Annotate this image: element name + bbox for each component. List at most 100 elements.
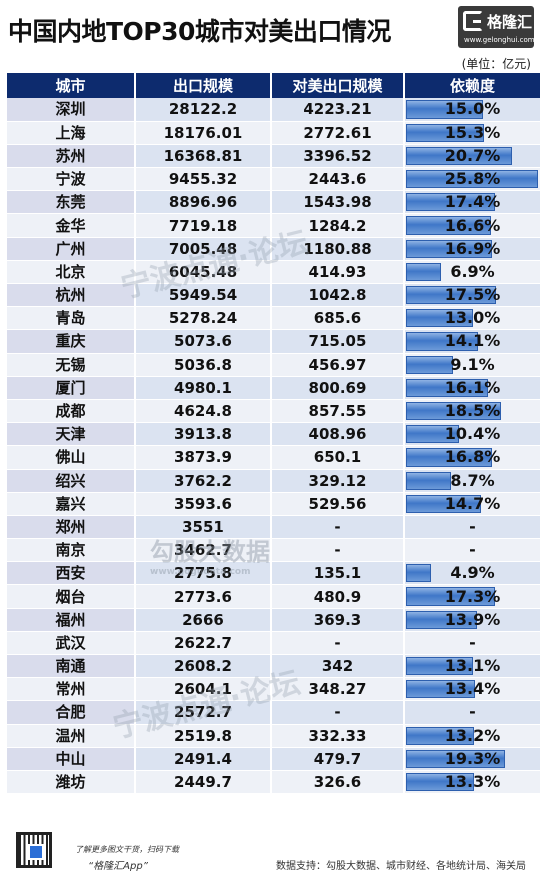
- export-cell: 2449.7: [135, 770, 272, 795]
- us-export-cell: -: [271, 515, 405, 540]
- dependency-value: 18.5%: [444, 401, 501, 421]
- us-export-cell: 1284.2: [271, 213, 405, 238]
- dependency-cell: 15.0%: [404, 98, 541, 122]
- export-cell: 2572.7: [135, 700, 272, 725]
- dependency-bar: [406, 193, 496, 212]
- dependency-value: -: [469, 516, 476, 536]
- table-row: 宁波 9455.32 2443.6 25.8%: [7, 167, 541, 192]
- footer-data-source: 数据支持：勾股大数据、城市财经、各地统计局、海关局: [276, 861, 526, 871]
- dependency-bar: [406, 262, 442, 281]
- table-row: 苏州 16368.81 3396.52 20.7%: [7, 144, 541, 169]
- dependency-cell: 13.4%: [404, 677, 541, 702]
- us-export-cell: 414.93: [271, 260, 405, 285]
- dependency-cell: -: [404, 700, 541, 725]
- us-export-cell: 715.05: [271, 329, 405, 354]
- export-cell: 2622.7: [135, 631, 272, 656]
- us-export-cell: 3396.52: [271, 144, 405, 169]
- export-cell: 16368.81: [135, 144, 272, 169]
- dependency-value: 25.8%: [444, 169, 501, 189]
- dependency-cell: 17.5%: [404, 283, 541, 308]
- us-export-cell: 408.96: [271, 422, 405, 447]
- dependency-value: 16.6%: [444, 215, 501, 235]
- dependency-bar: [406, 146, 512, 166]
- header-dependency: 依赖度: [404, 73, 541, 98]
- table-row: 东莞 8896.96 1543.98 17.4%: [7, 190, 541, 215]
- table-row: 金华 7719.18 1284.2 16.6%: [7, 213, 541, 238]
- dependency-cell: 9.1%: [404, 353, 541, 377]
- us-export-cell: 342: [271, 654, 405, 679]
- us-export-cell: 456.97: [271, 353, 405, 377]
- us-export-cell: -: [271, 538, 405, 563]
- table-row: 南通 2608.2 342 13.1%: [7, 654, 541, 679]
- export-cell: 3462.7: [135, 538, 272, 563]
- city-cell: 天津: [7, 422, 136, 447]
- footer-app-name: “格隆汇App”: [88, 861, 148, 871]
- export-cell: 2666: [135, 608, 272, 632]
- export-cell: 3593.6: [135, 492, 272, 516]
- table-row: 广州 7005.48 1180.88 16.9%: [7, 237, 541, 261]
- export-cell: 28122.2: [135, 98, 272, 122]
- dependency-value: 10.4%: [444, 424, 501, 444]
- brand-logo: 格隆汇 www.gelonghui.com: [458, 6, 535, 48]
- us-export-cell: 479.7: [271, 747, 405, 771]
- table-row: 烟台 2773.6 480.9 17.3%: [7, 584, 541, 609]
- export-cell: 6045.48: [135, 260, 272, 285]
- us-export-cell: 1543.98: [271, 190, 405, 215]
- us-export-cell: 329.12: [271, 469, 405, 493]
- dependency-value: 13.4%: [444, 679, 501, 699]
- header-export: 出口规模: [135, 73, 272, 98]
- us-export-cell: 800.69: [271, 376, 405, 400]
- export-cell: 2773.6: [135, 584, 272, 609]
- dependency-bar: [406, 587, 495, 606]
- table-row: 青岛 5278.24 685.6 13.0%: [7, 306, 541, 331]
- dependency-cell: 13.2%: [404, 724, 541, 748]
- dependency-cell: 13.0%: [404, 306, 541, 331]
- dependency-value: 17.3%: [444, 586, 501, 606]
- city-cell: 常州: [7, 677, 136, 702]
- dependency-value: 17.4%: [444, 192, 501, 212]
- dependency-bar: [406, 680, 475, 699]
- us-export-cell: -: [271, 631, 405, 656]
- city-cell: 中山: [7, 747, 136, 771]
- dependency-cell: 13.3%: [404, 770, 541, 795]
- city-cell: 上海: [7, 121, 136, 145]
- us-export-cell: 348.27: [271, 677, 405, 702]
- table-row: 嘉兴 3593.6 529.56 14.7%: [7, 492, 541, 516]
- city-cell: 温州: [7, 724, 136, 748]
- dependency-value: -: [469, 702, 476, 722]
- dependency-bar: [406, 100, 483, 119]
- logo-url: www.gelonghui.com: [464, 36, 535, 44]
- dependency-value: 13.0%: [444, 308, 501, 328]
- dependency-value: 16.9%: [444, 238, 501, 258]
- dependency-cell: -: [404, 538, 541, 563]
- dependency-bar: [406, 448, 492, 467]
- table-header-row: 城市 出口规模 对美出口规模 依赖度: [7, 73, 541, 98]
- dependency-bar: [406, 216, 491, 235]
- city-cell: 潍坊: [7, 770, 136, 795]
- us-export-cell: 369.3: [271, 608, 405, 632]
- table-row: 天津 3913.8 408.96 10.4%: [7, 422, 541, 447]
- table-row: 温州 2519.8 332.33 13.2%: [7, 724, 541, 748]
- footer-note: 了解更多图文干货，扫码下载: [75, 845, 179, 854]
- export-table: 城市 出口规模 对美出口规模 依赖度 深圳 28122.2 4223.21 15.0%…: [7, 73, 541, 795]
- export-cell: 5073.6: [135, 329, 272, 354]
- dependency-value: 15.0%: [444, 99, 501, 119]
- table-row: 南京 3462.7- -: [7, 538, 541, 563]
- export-table-container: 城市 出口规模 对美出口规模 依赖度 深圳 28122.2 4223.21 15.0%…: [7, 73, 541, 795]
- table-row: 中山 2491.4 479.7 19.3%: [7, 747, 541, 771]
- city-cell: 郑州: [7, 515, 136, 540]
- dependency-bar: [406, 564, 432, 583]
- city-cell: 成都: [7, 399, 136, 424]
- dependency-cell: 15.3%: [404, 121, 541, 145]
- dependency-cell: 10.4%: [404, 422, 541, 447]
- us-export-cell: 2443.6: [271, 167, 405, 192]
- city-cell: 宁波: [7, 167, 136, 192]
- us-export-cell: 529.56: [271, 492, 405, 516]
- export-cell: 5278.24: [135, 306, 272, 331]
- table-row: 成都 4624.8 857.55 18.5%: [7, 399, 541, 424]
- city-cell: 东莞: [7, 190, 136, 215]
- unit-label: (单位：亿元): [461, 57, 531, 71]
- city-cell: 南通: [7, 654, 136, 679]
- dependency-cell: 14.7%: [404, 492, 541, 516]
- dependency-value: 6.9%: [450, 261, 495, 281]
